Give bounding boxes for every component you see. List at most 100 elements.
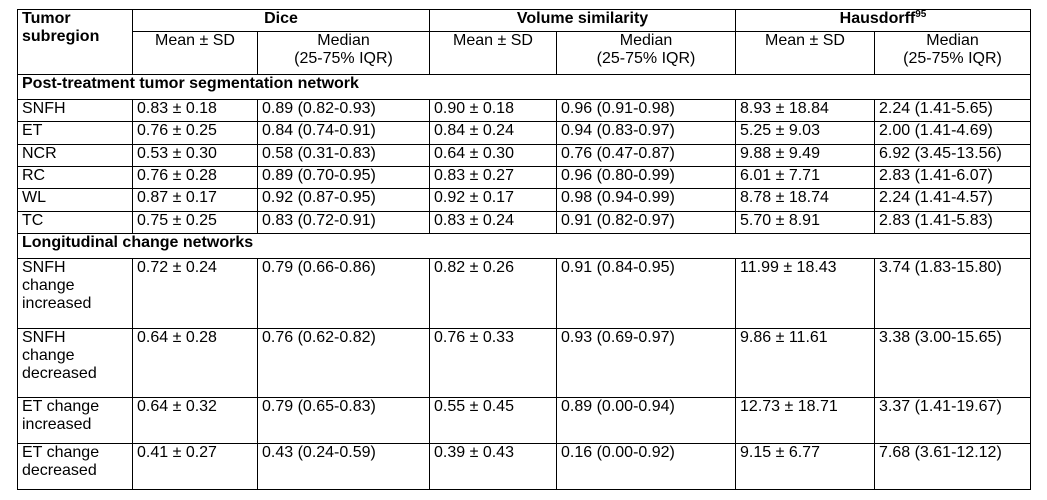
cell-vs-median: 0.96 (0.91-0.98) [556, 98, 737, 123]
table-row: SNFH change decreased 0.64 ± 0.28 0.76 (0.62… [17, 327, 1032, 399]
cell-hd-median: 2.83 (1.41-5.83) [874, 210, 1032, 235]
cell-region: WL [17, 188, 133, 212]
cell-dice-median: 0.79 (0.65-0.83) [256, 397, 431, 444]
post-treatment-rows: SNFH 0.83 ± 0.18 0.89 (0.82-0.93) 0.90 ± 0.… [17, 98, 1032, 235]
cell-vs-mean: 0.82 ± 0.26 [429, 257, 558, 329]
cell-dice-median: 0.89 (0.82-0.93) [256, 98, 431, 123]
cell-dice-median: 0.79 (0.66-0.86) [256, 257, 431, 329]
header-hd-median: Median (25-75% IQR) [874, 31, 1032, 76]
cell-hd-median: 6.92 (3.45-13.56) [874, 143, 1032, 167]
cell-region: ET change decreased [17, 443, 133, 490]
cell-vs-median: 0.98 (0.94-0.99) [556, 188, 737, 212]
cell-hd-mean: 9.86 ± 11.61 [735, 327, 876, 399]
cell-hd-mean: 8.93 ± 18.84 [735, 98, 876, 123]
header-hausdorff: Hausdorff95 [735, 8, 1032, 33]
header-hausdorff-text: Hausdorff [839, 10, 916, 27]
cell-hd-median: 3.37 (1.41-19.67) [874, 397, 1032, 444]
header-volume-similarity: Volume similarity [429, 8, 737, 33]
region-line: change [22, 346, 75, 364]
header-median-line1: Median [317, 32, 370, 50]
cell-dice-median: 0.76 (0.62-0.82) [256, 327, 431, 399]
cell-hd-mean: 9.88 ± 9.49 [735, 143, 876, 167]
cell-region: TC [17, 210, 133, 235]
cell-vs-mean: 0.90 ± 0.18 [429, 98, 558, 123]
header-vs-median: Median (25-75% IQR) [556, 31, 737, 76]
cell-hd-median: 3.38 (3.00-15.65) [874, 327, 1032, 399]
cell-vs-mean: 0.92 ± 0.17 [429, 188, 558, 212]
cell-region: NCR [17, 143, 133, 167]
cell-dice-mean: 0.64 ± 0.32 [132, 397, 258, 444]
cell-dice-mean: 0.83 ± 0.18 [132, 98, 258, 123]
header-tumor-line1: Tumor [22, 10, 71, 27]
cell-dice-median: 0.83 (0.72-0.91) [256, 210, 431, 235]
region-line: decreased [22, 364, 97, 382]
section-title-post: Post-treatment tumor segmentation networ… [16, 74, 1032, 100]
cell-dice-mean: 0.72 ± 0.24 [132, 257, 258, 329]
table-row: WL 0.87 ± 0.17 0.92 (0.87-0.95) 0.92 ± 0.17… [17, 188, 1032, 212]
header-median-line2: (25-75% IQR) [596, 50, 696, 68]
table-row: SNFH change increased 0.72 ± 0.24 0.79 (0.66… [17, 257, 1032, 329]
cell-dice-median: 0.58 (0.31-0.83) [256, 143, 431, 167]
results-table: Tumor subregion Dice Volume similarity H… [16, 8, 1032, 490]
cell-region: ET [17, 121, 133, 145]
header-dice-median: Median (25-75% IQR) [256, 31, 431, 76]
cell-dice-mean: 0.87 ± 0.17 [132, 188, 258, 212]
region-line: change [22, 276, 75, 294]
cell-hd-mean: 6.01 ± 7.71 [735, 165, 876, 190]
header-row-1: Tumor subregion Dice Volume similarity H… [17, 8, 1032, 76]
table-row: TC 0.75 ± 0.25 0.83 (0.72-0.91) 0.83 ± 0.24… [17, 210, 1032, 235]
header-row-2: Mean ± SD Median (25-75% IQR) Mean ± SD M… [18, 31, 1032, 76]
cell-hd-mean: 8.78 ± 18.74 [735, 188, 876, 212]
section-row-post: Post-treatment tumor segmentation networ… [16, 74, 1032, 100]
cell-vs-median: 0.94 (0.83-0.97) [556, 121, 737, 145]
region-line: SNFH [22, 258, 66, 276]
cell-dice-median: 0.43 (0.24-0.59) [256, 443, 431, 490]
cell-hd-mean: 12.73 ± 18.71 [735, 397, 876, 444]
region-line: increased [22, 416, 92, 434]
header-tumor-line2: subregion [22, 28, 100, 45]
cell-dice-mean: 0.75 ± 0.25 [132, 210, 258, 235]
cell-region: SNFH change increased [17, 257, 133, 329]
table-row: RC 0.76 ± 0.28 0.89 (0.70-0.95) 0.83 ± 0.27… [17, 165, 1032, 190]
cell-vs-mean: 0.64 ± 0.30 [429, 143, 558, 167]
header-dice: Dice [131, 8, 431, 33]
table-row: ET change increased 0.64 ± 0.32 0.79 (0.65-… [17, 397, 1032, 444]
header-hd-mean: Mean ± SD [735, 31, 876, 76]
cell-hd-median: 2.00 (1.41-4.69) [874, 121, 1032, 145]
cell-vs-median: 0.91 (0.84-0.95) [556, 257, 737, 329]
header-dice-mean: Mean ± SD [132, 31, 258, 76]
cell-vs-median: 0.89 (0.00-0.94) [556, 397, 737, 444]
cell-dice-mean: 0.76 ± 0.25 [132, 121, 258, 145]
cell-hd-median: 2.83 (1.41-6.07) [874, 165, 1032, 190]
cell-vs-mean: 0.84 ± 0.24 [429, 121, 558, 145]
cell-vs-median: 0.93 (0.69-0.97) [556, 327, 737, 399]
table-row: SNFH 0.83 ± 0.18 0.89 (0.82-0.93) 0.90 ± 0.… [17, 98, 1032, 123]
cell-hd-median: 3.74 (1.83-15.80) [874, 257, 1032, 329]
cell-vs-median: 0.16 (0.00-0.92) [556, 443, 737, 490]
cell-vs-mean: 0.39 ± 0.43 [429, 443, 558, 490]
cell-vs-mean: 0.76 ± 0.33 [429, 327, 558, 399]
region-line: SNFH [22, 328, 66, 346]
region-line: decreased [22, 462, 97, 479]
header-median-line1: Median [619, 32, 673, 50]
cell-dice-mean: 0.53 ± 0.30 [132, 143, 258, 167]
cell-hd-median: 2.24 (1.41-4.57) [874, 188, 1032, 212]
cell-region: SNFH [17, 98, 133, 123]
table-row: NCR 0.53 ± 0.30 0.58 (0.31-0.83) 0.64 ± 0.3… [17, 143, 1032, 167]
cell-hd-median: 7.68 (3.61-12.12) [874, 443, 1032, 490]
cell-vs-mean: 0.83 ± 0.27 [429, 165, 558, 190]
cell-dice-mean: 0.76 ± 0.28 [132, 165, 258, 190]
header-median-line2: (25-75% IQR) [903, 50, 1002, 68]
cell-dice-median: 0.84 (0.74-0.91) [256, 121, 431, 145]
cell-dice-mean: 0.64 ± 0.28 [132, 327, 258, 399]
cell-dice-mean: 0.41 ± 0.27 [132, 443, 258, 490]
region-line: ET change [22, 444, 100, 462]
cell-region: ET change increased [17, 397, 133, 444]
longitudinal-rows: SNFH change increased 0.72 ± 0.24 0.79 (0.66… [17, 257, 1032, 490]
table-row: ET 0.76 ± 0.25 0.84 (0.74-0.91) 0.84 ± 0.24… [17, 121, 1032, 145]
cell-dice-median: 0.92 (0.87-0.95) [256, 188, 431, 212]
header-tumor-subregion: Tumor subregion [17, 8, 133, 76]
header-median-line1: Median [926, 32, 979, 50]
table-row: ET change decreased 0.41 ± 0.27 0.43 (0.24-… [17, 443, 1032, 490]
region-line: ET change [22, 398, 100, 416]
